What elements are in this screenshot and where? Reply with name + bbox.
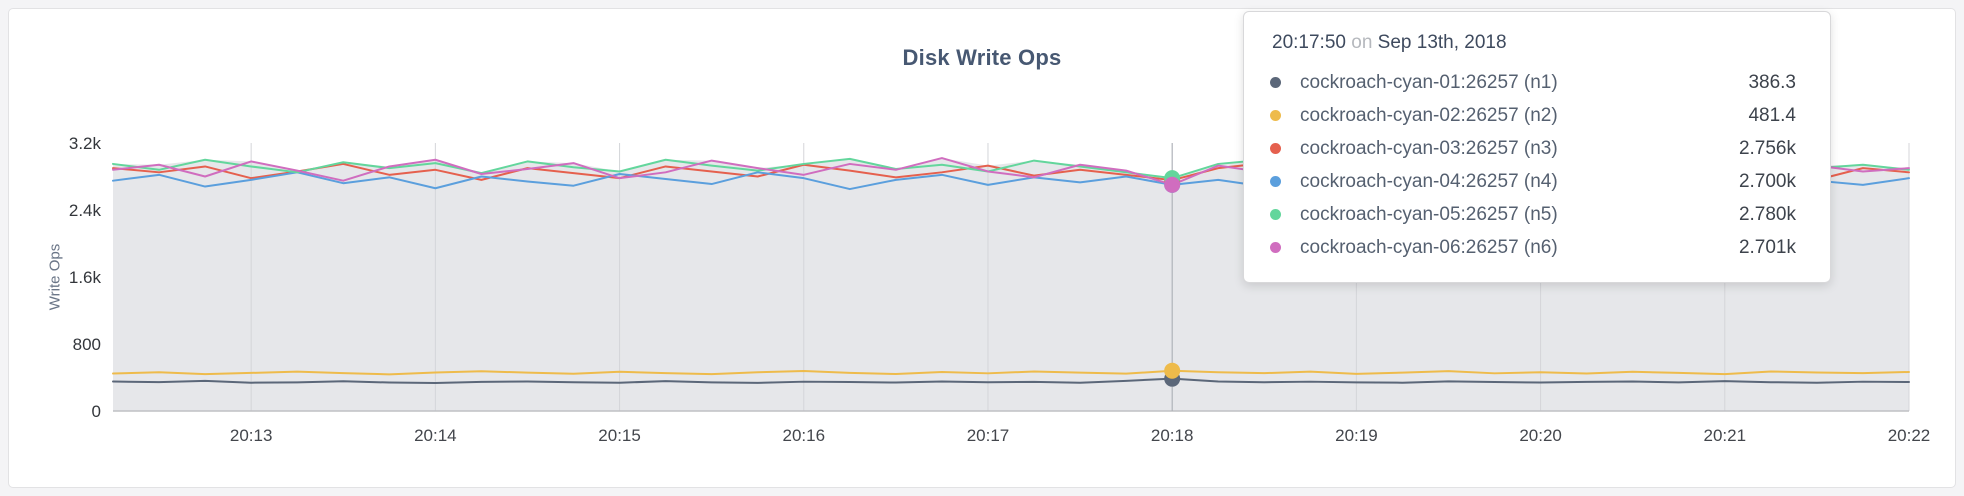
- chart-tooltip: 20:17:50 on Sep 13th, 2018 cockroach-cya…: [1243, 11, 1831, 283]
- tooltip-series-dot: [1270, 242, 1281, 253]
- tooltip-time: 20:17:50: [1272, 32, 1346, 53]
- tooltip-series-name: cockroach-cyan-06:26257 (n6): [1300, 236, 1558, 258]
- y-tick-label: 800: [73, 335, 101, 354]
- tooltip-series-name: cockroach-cyan-01:26257 (n1): [1300, 71, 1558, 93]
- tooltip-series-value: 386.3: [1748, 71, 1796, 93]
- tooltip-series-dot: [1270, 110, 1281, 121]
- tooltip-series-value: 2.780k: [1738, 203, 1796, 225]
- hover-dot-n2: [1164, 362, 1181, 379]
- tooltip-series-name: cockroach-cyan-05:26257 (n5): [1300, 203, 1558, 225]
- tooltip-series-dot: [1270, 77, 1281, 88]
- tooltip-on-word: on: [1351, 32, 1373, 53]
- x-tick-label: 20:20: [1519, 426, 1562, 445]
- x-tick-label: 20:21: [1704, 426, 1747, 445]
- tooltip-series-name: cockroach-cyan-03:26257 (n3): [1300, 137, 1558, 159]
- y-tick-label: 2.4k: [69, 201, 102, 220]
- y-tick-label: 3.2k: [69, 134, 102, 153]
- tooltip-series-value: 2.700k: [1738, 170, 1796, 192]
- x-tick-label: 20:17: [967, 426, 1010, 445]
- tooltip-series-dot: [1270, 176, 1281, 187]
- y-tick-label: 1.6k: [69, 268, 102, 287]
- x-tick-label: 20:14: [414, 426, 457, 445]
- tooltip-row: cockroach-cyan-04:26257 (n4) 2.700k: [1270, 165, 1804, 198]
- x-tick-label: 20:22: [1888, 426, 1931, 445]
- series-line-n1: [112, 377, 1910, 385]
- tooltip-series-dot: [1270, 143, 1281, 154]
- tooltip-series-name: cockroach-cyan-02:26257 (n2): [1300, 104, 1558, 126]
- series-line-n2: [112, 369, 1910, 376]
- x-tick-label: 20:19: [1335, 426, 1378, 445]
- y-tick-label: 0: [92, 402, 101, 421]
- tooltip-series-dot: [1270, 209, 1281, 220]
- tooltip-series-value: 481.4: [1748, 104, 1796, 126]
- tooltip-row: cockroach-cyan-05:26257 (n5) 2.780k: [1270, 198, 1804, 231]
- x-tick-label: 20:18: [1151, 426, 1194, 445]
- tooltip-row: cockroach-cyan-03:26257 (n3) 2.756k: [1270, 132, 1804, 165]
- tooltip-header: 20:17:50 on Sep 13th, 2018: [1272, 32, 1804, 54]
- chart-card: Disk Write Ops Write Ops 20:13 20:14 20:15…: [8, 8, 1956, 488]
- hover-dot-n6: [1164, 176, 1181, 193]
- tooltip-series-value: 2.756k: [1738, 137, 1796, 159]
- x-tick-label: 20:16: [782, 426, 825, 445]
- chart-title: Disk Write Ops: [902, 45, 1062, 70]
- tooltip-series-value: 2.701k: [1738, 236, 1796, 258]
- tooltip-series-name: cockroach-cyan-04:26257 (n4): [1300, 170, 1558, 192]
- x-tick-label: 20:13: [230, 426, 273, 445]
- tooltip-row: cockroach-cyan-06:26257 (n6) 2.701k: [1270, 231, 1804, 264]
- tooltip-date: Sep 13th, 2018: [1377, 32, 1507, 53]
- tooltip-row: cockroach-cyan-02:26257 (n2) 481.4: [1270, 99, 1804, 132]
- x-tick-label: 20:15: [598, 426, 641, 445]
- tooltip-row: cockroach-cyan-01:26257 (n1) 386.3: [1270, 66, 1804, 99]
